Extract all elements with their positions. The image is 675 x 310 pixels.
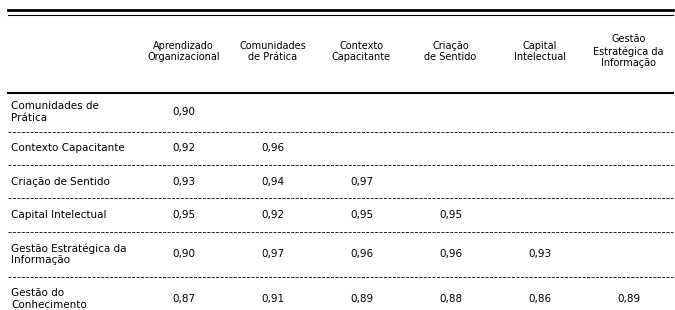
Text: 0,88: 0,88 <box>439 294 462 304</box>
Text: 0,96: 0,96 <box>261 144 284 153</box>
Text: 0,90: 0,90 <box>172 107 195 117</box>
Text: 0,89: 0,89 <box>350 294 373 304</box>
Text: 0,95: 0,95 <box>172 210 195 220</box>
Text: 0,86: 0,86 <box>528 294 551 304</box>
Text: 0,96: 0,96 <box>350 249 373 259</box>
Text: 0,95: 0,95 <box>439 210 462 220</box>
Text: Comunidades
de Prática: Comunidades de Prática <box>239 41 306 62</box>
Text: 0,95: 0,95 <box>350 210 373 220</box>
Text: 0,93: 0,93 <box>528 249 551 259</box>
Text: Gestão do
Conhecimento: Gestão do Conhecimento <box>11 288 87 310</box>
Text: Criação
de Sentido: Criação de Sentido <box>425 41 477 62</box>
Text: 0,93: 0,93 <box>172 177 195 187</box>
Text: Contexto
Capacitante: Contexto Capacitante <box>332 41 391 62</box>
Text: Comunidades de
Prática: Comunidades de Prática <box>11 101 99 123</box>
Text: Gestão
Estratégica da
Informação: Gestão Estratégica da Informação <box>593 34 664 68</box>
Text: Capital
Intelectual: Capital Intelectual <box>514 41 566 62</box>
Text: Aprendizado
Organizacional: Aprendizado Organizacional <box>147 41 220 62</box>
Text: Capital Intelectual: Capital Intelectual <box>11 210 107 220</box>
Text: 0,89: 0,89 <box>617 294 640 304</box>
Text: 0,91: 0,91 <box>261 294 284 304</box>
Text: 0,97: 0,97 <box>261 249 284 259</box>
Text: 0,94: 0,94 <box>261 177 284 187</box>
Text: 0,97: 0,97 <box>350 177 373 187</box>
Text: Criação de Sentido: Criação de Sentido <box>11 177 110 187</box>
Text: Gestão Estratégica da
Informação: Gestão Estratégica da Informação <box>11 243 127 265</box>
Text: 0,90: 0,90 <box>172 249 195 259</box>
Text: 0,92: 0,92 <box>172 144 195 153</box>
Text: 0,87: 0,87 <box>172 294 195 304</box>
Text: 0,92: 0,92 <box>261 210 284 220</box>
Text: Contexto Capacitante: Contexto Capacitante <box>11 144 126 153</box>
Text: 0,96: 0,96 <box>439 249 462 259</box>
